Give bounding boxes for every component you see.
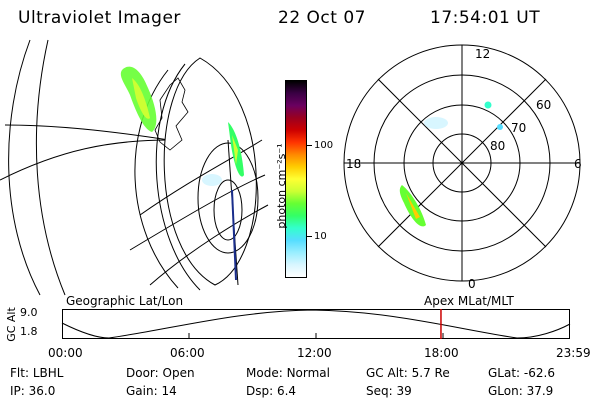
timeline-ticks xyxy=(188,333,444,339)
colorbar-label: photon cm⁻²s⁻¹ xyxy=(275,143,288,229)
aurora-emission xyxy=(484,101,492,109)
timeline-plot xyxy=(61,309,571,339)
aurora-emission xyxy=(497,124,503,130)
timeline-x-tick-1: 06:00 xyxy=(170,346,205,360)
info-glat: GLat: -62.6 xyxy=(488,366,555,380)
timeline-left-label: Geographic Lat/Lon xyxy=(66,294,184,308)
aurora-emission xyxy=(132,78,150,119)
aurora-emission xyxy=(406,193,420,219)
map-grid-arc xyxy=(134,69,179,289)
map-grid-arc xyxy=(35,39,66,296)
info-ip: IP: 36.0 xyxy=(10,384,56,398)
colorbar-gradient xyxy=(286,81,306,277)
map-grid-ellipse xyxy=(213,179,243,241)
timeline-x-tick-0: 00:00 xyxy=(48,346,83,360)
colorbar-tick-100: 100 xyxy=(314,140,334,151)
date-label: 22 Oct 07 xyxy=(278,8,366,28)
info-seq: Seq: 39 xyxy=(366,384,412,398)
time-label: 17:54:01 UT xyxy=(430,8,541,28)
colorbar-tick-10: 10 xyxy=(314,231,327,242)
polar-lat-80: 80 xyxy=(490,139,506,153)
altitude-curve xyxy=(61,309,571,339)
info-flt: Flt: LBHL xyxy=(10,366,64,380)
map-grid-arc xyxy=(155,63,201,291)
polar-hour-12: 12 xyxy=(475,47,491,61)
info-door: Door: Open xyxy=(126,366,195,380)
map-grid-arc xyxy=(139,139,263,216)
geographic-map xyxy=(0,39,269,296)
aurora-emission xyxy=(202,174,222,186)
map-grid-arc xyxy=(8,39,41,296)
info-glon: GLon: 37.9 xyxy=(488,384,554,398)
aurora-emission xyxy=(232,135,238,165)
instrument-title: Ultraviolet Imager xyxy=(18,8,181,28)
terminator-line xyxy=(231,189,237,281)
info-gain: Gain: 14 xyxy=(126,384,177,398)
timeline-right-label: Apex MLat/MLT xyxy=(424,294,514,308)
polar-mlt-plot xyxy=(343,44,581,282)
polar-hour-18: 18 xyxy=(346,157,362,171)
polar-meridian xyxy=(377,78,547,248)
info-dsp: Dsp: 6.4 xyxy=(246,384,297,398)
map-grid-arc xyxy=(149,204,269,286)
info-mode: Mode: Normal xyxy=(246,366,330,380)
polar-lat-70: 70 xyxy=(511,121,527,135)
timeline-y-tick-bottom: 1.8 xyxy=(20,325,38,338)
timeline-y-title: GC Alt xyxy=(4,307,18,342)
polar-hour-6: 6 xyxy=(574,157,582,171)
colorbar-tick-mark xyxy=(306,236,312,237)
aurora-emission xyxy=(424,117,448,129)
timeline-x-tick-2: 12:00 xyxy=(297,346,332,360)
info-gc-alt: GC Alt: 5.7 Re xyxy=(366,366,450,380)
timeline-y-tick-top: 9.0 xyxy=(20,306,38,319)
map-grid-arc xyxy=(0,139,171,181)
timeline-x-tick-3: 18:00 xyxy=(424,346,459,360)
colorbar xyxy=(285,80,307,278)
continent-outline xyxy=(154,77,189,151)
colorbar-tick-mark xyxy=(306,145,312,146)
timeline-x-tick-4: 23:59 xyxy=(556,346,591,360)
polar-hour-0: 0 xyxy=(468,277,476,291)
map-grid-arc xyxy=(129,174,266,251)
polar-lat-60: 60 xyxy=(536,98,552,112)
